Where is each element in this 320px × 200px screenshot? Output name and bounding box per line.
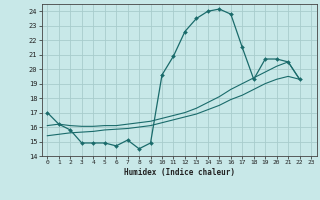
X-axis label: Humidex (Indice chaleur): Humidex (Indice chaleur) (124, 168, 235, 177)
